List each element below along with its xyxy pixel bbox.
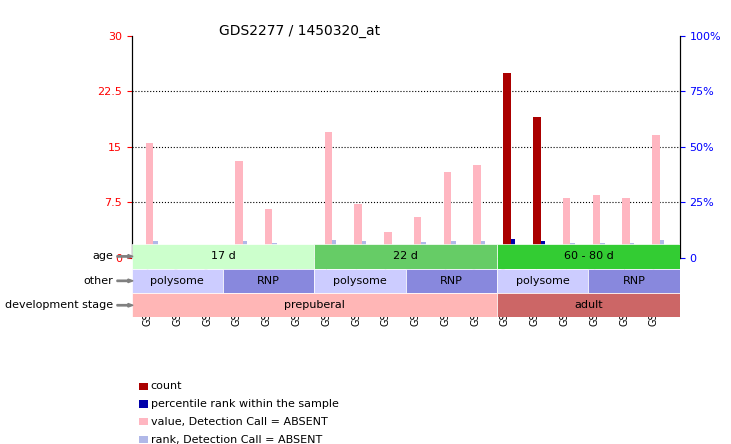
Bar [570, 243, 575, 258]
Bar [265, 210, 273, 258]
Bar [175, 249, 183, 258]
Bar [659, 240, 664, 258]
Bar [145, 143, 154, 258]
Text: RNP: RNP [440, 276, 463, 286]
Bar [600, 243, 605, 258]
Bar [183, 248, 187, 258]
FancyBboxPatch shape [497, 269, 588, 293]
Bar [154, 241, 158, 258]
Text: GDS2277 / 1450320_at: GDS2277 / 1450320_at [219, 24, 380, 39]
Bar [503, 72, 511, 258]
FancyBboxPatch shape [132, 293, 497, 317]
Text: value, Detection Call = ABSENT: value, Detection Call = ABSENT [151, 417, 327, 427]
Bar [540, 241, 545, 258]
Bar [623, 198, 630, 258]
Bar [414, 217, 421, 258]
Bar [295, 252, 302, 258]
Text: development stage: development stage [5, 300, 113, 310]
Bar [362, 241, 366, 258]
FancyBboxPatch shape [314, 269, 406, 293]
Bar [593, 194, 600, 258]
Bar [355, 204, 362, 258]
Bar [235, 161, 243, 258]
Bar [213, 250, 217, 258]
FancyBboxPatch shape [497, 293, 680, 317]
Bar [481, 241, 485, 258]
Text: percentile rank within the sample: percentile rank within the sample [151, 399, 338, 409]
Bar [332, 240, 336, 258]
Bar [563, 198, 570, 258]
Text: other: other [83, 276, 113, 286]
Text: polysome: polysome [333, 276, 387, 286]
Text: 17 d: 17 d [211, 251, 235, 262]
Text: RNP: RNP [623, 276, 645, 286]
Bar [325, 132, 332, 258]
Bar [533, 117, 540, 258]
Bar [243, 241, 247, 258]
FancyBboxPatch shape [223, 269, 314, 293]
Text: count: count [151, 381, 182, 391]
Text: 60 - 80 d: 60 - 80 d [564, 251, 613, 262]
Bar [444, 172, 451, 258]
Bar [421, 242, 426, 258]
Text: polysome: polysome [151, 276, 204, 286]
Bar [511, 239, 515, 258]
Bar [392, 246, 396, 258]
Text: rank, Detection Call = ABSENT: rank, Detection Call = ABSENT [151, 435, 322, 444]
Bar [302, 249, 306, 258]
FancyBboxPatch shape [406, 269, 497, 293]
Bar [474, 165, 481, 258]
Bar [540, 241, 545, 258]
Text: 22 d: 22 d [393, 251, 418, 262]
Bar [384, 232, 392, 258]
Text: age: age [92, 251, 113, 262]
Bar [451, 241, 455, 258]
Bar [503, 72, 511, 258]
Bar [652, 135, 659, 258]
Bar [205, 252, 213, 258]
Bar [533, 117, 540, 258]
FancyBboxPatch shape [132, 269, 223, 293]
Text: polysome: polysome [516, 276, 569, 286]
FancyBboxPatch shape [588, 269, 680, 293]
FancyBboxPatch shape [497, 244, 680, 269]
Bar [630, 243, 635, 258]
Bar [273, 243, 277, 258]
Text: adult: adult [574, 300, 603, 310]
Text: RNP: RNP [257, 276, 280, 286]
Text: prepuberal: prepuberal [284, 300, 345, 310]
FancyBboxPatch shape [132, 244, 314, 269]
Bar [511, 239, 515, 258]
FancyBboxPatch shape [314, 244, 497, 269]
